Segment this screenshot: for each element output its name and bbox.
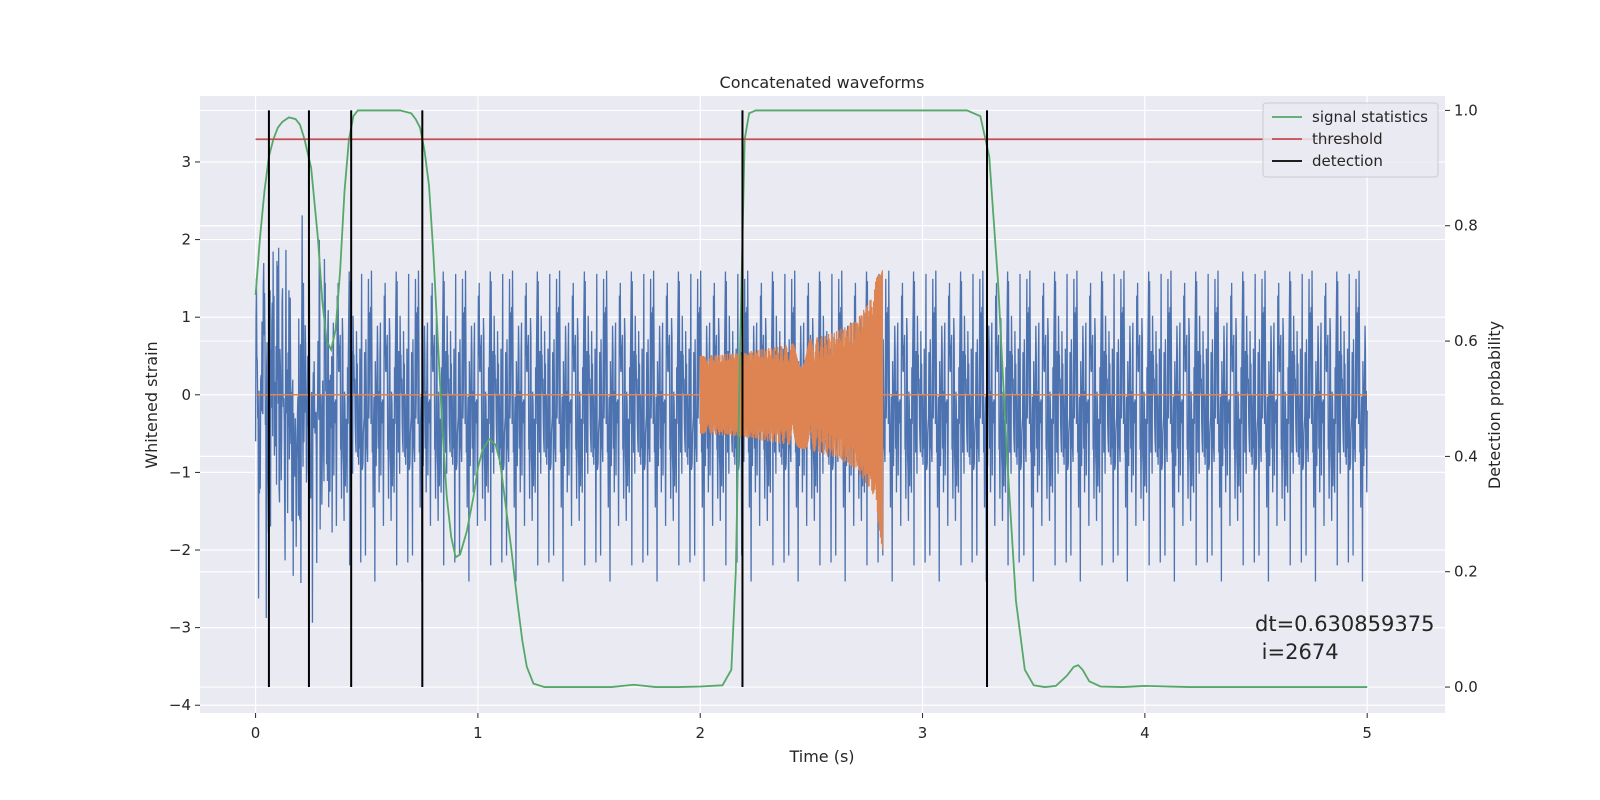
noise-line bbox=[254, 215, 1368, 623]
y2-tick-label: 0.0 bbox=[1454, 678, 1478, 696]
x-ticks: 0 1 2 3 4 5 bbox=[251, 713, 1372, 742]
legend: signal statistics threshold detection bbox=[1262, 102, 1439, 178]
detection-series bbox=[267, 110, 989, 688]
x-axis-label: Time (s) bbox=[788, 747, 854, 766]
chart-title: Concatenated waveforms bbox=[720, 73, 925, 92]
signal-statistics-line bbox=[254, 109, 1368, 688]
y2-axis-label: Detection probability bbox=[1485, 321, 1504, 489]
legend-box bbox=[1262, 102, 1439, 178]
y2-tick-label: 0.6 bbox=[1454, 332, 1478, 350]
y-tick-label: 1 bbox=[181, 308, 191, 326]
y2-tick-label: 0.2 bbox=[1454, 563, 1478, 581]
injection-line bbox=[699, 270, 884, 551]
x-tick-label: 1 bbox=[473, 724, 483, 742]
x-tick-label: 4 bbox=[1140, 724, 1150, 742]
y-tick-label: −2 bbox=[169, 541, 191, 559]
legend-label-detection: detection bbox=[1312, 152, 1383, 170]
y2-tick-label: 1.0 bbox=[1454, 101, 1478, 119]
y-tick-label: −3 bbox=[169, 619, 191, 637]
x-tick-label: 2 bbox=[695, 724, 705, 742]
y-tick-label: −1 bbox=[169, 463, 191, 481]
x-tick-label: 0 bbox=[251, 724, 261, 742]
x-tick-label: 3 bbox=[918, 724, 928, 742]
y-tick-label: 2 bbox=[181, 231, 191, 249]
y2-ticks: 0.0 0.2 0.4 0.6 0.8 1.0 bbox=[1445, 101, 1478, 696]
annotation-dt: dt=0.630859375 bbox=[1255, 612, 1434, 636]
y2-tick-label: 0.4 bbox=[1454, 447, 1478, 465]
signal-statistics-series bbox=[254, 109, 1368, 688]
y-axis-label: Whitened strain bbox=[142, 341, 161, 468]
noise-series bbox=[254, 215, 1368, 623]
y-tick-label: −4 bbox=[169, 696, 191, 714]
legend-label-signal-statistics: signal statistics bbox=[1312, 108, 1428, 126]
x-tick-label: 5 bbox=[1362, 724, 1372, 742]
legend-label-threshold: threshold bbox=[1312, 130, 1383, 148]
y2-tick-label: 0.8 bbox=[1454, 217, 1478, 235]
y-tick-label: 0 bbox=[181, 386, 191, 404]
annotation-i: i=2674 bbox=[1255, 640, 1339, 664]
y-ticks: −4 −3 −2 −1 0 1 2 3 bbox=[169, 153, 200, 714]
y-tick-label: 3 bbox=[181, 153, 191, 171]
